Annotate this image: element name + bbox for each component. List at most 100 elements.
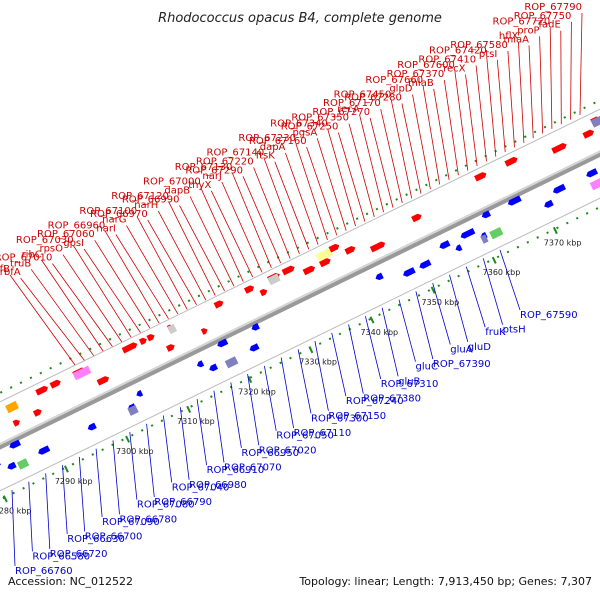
bottom-gene-label[interactable]: ROP_67310 — [381, 379, 439, 390]
bottom-gene-label[interactable]: ROP_67240 — [346, 396, 404, 407]
bottom-gene-label[interactable]: ROP_66910 — [207, 465, 265, 476]
top-gene-label[interactable]: ROP_67790 — [524, 2, 582, 13]
top-gene-label[interactable]: ROP_67340 — [270, 118, 328, 129]
bottom-gene-label[interactable]: ROP_67390 — [433, 359, 491, 370]
top-gene-label[interactable]: ROP_67290 — [185, 165, 243, 176]
bottom-gene-label[interactable]: gluB — [398, 376, 420, 387]
top-gene-label[interactable]: ROP_67010 — [0, 253, 52, 264]
top-gene-label[interactable]: ROP_67270 — [312, 107, 370, 118]
bottom-gene-label[interactable]: fruK — [485, 327, 506, 338]
tick-label: 7310 kbp — [177, 417, 215, 426]
bottom-gene-label[interactable]: ROP_67080 — [137, 500, 195, 511]
bottom-gene-label[interactable]: ROP_67040 — [172, 482, 230, 493]
top-gene-label[interactable]: ROP_66960 — [48, 220, 106, 231]
bottom-leader-line — [348, 324, 364, 394]
top-gene-label[interactable]: rbfA — [0, 267, 21, 278]
top-gene-label[interactable]: infB — [0, 264, 10, 275]
top-gene-label[interactable]: ROP_66990 — [122, 194, 180, 205]
bottom-gene-label[interactable]: ROP_67050 — [276, 431, 334, 442]
bottom-gene-label[interactable]: ROP_67020 — [259, 445, 317, 456]
tick-label: 7290 kbp — [55, 477, 93, 486]
bottom-gene-label[interactable]: ROP_66720 — [50, 549, 108, 560]
bottom-gene-label[interactable]: ROP_67380 — [363, 394, 421, 405]
bottom-gene-label[interactable]: ROP_66760 — [15, 566, 73, 577]
top-gene-label[interactable]: hflX — [499, 31, 519, 42]
top-gene-label[interactable]: ROP_67410 — [418, 55, 476, 66]
top-gene-label[interactable]: thyX — [188, 180, 211, 191]
top-gene-label[interactable]: ROP_67420 — [429, 46, 487, 57]
bottom-leader-line — [280, 357, 294, 429]
top-gene-label[interactable]: ROP_67130 — [175, 162, 233, 173]
bottom-gene-label[interactable]: ptsH — [503, 325, 526, 336]
bottom-gene-label[interactable]: ROP_66780 — [120, 514, 178, 525]
top-gene-label[interactable]: ftsK — [256, 151, 275, 162]
bottom-gene-label[interactable]: gluD — [468, 342, 491, 353]
top-gene-label[interactable]: ROP_67600 — [397, 60, 455, 71]
frame-line-bottom — [0, 151, 600, 521]
top-leader-line — [274, 161, 310, 250]
bottom-gene-label[interactable]: ROP_67150 — [328, 411, 386, 422]
top-gene-label[interactable]: rpsO — [39, 244, 63, 255]
top-gene-label[interactable]: ROP_67030 — [16, 235, 74, 246]
top-gene-label[interactable]: fadE — [538, 20, 560, 31]
top-leader-line — [560, 30, 562, 125]
top-gene-label[interactable]: ROP_67450 — [334, 89, 392, 100]
top-gene-label[interactable]: ROP_67280 — [344, 93, 402, 104]
top-gene-label[interactable]: ROP_67250 — [281, 122, 339, 133]
top-gene-label[interactable]: narH — [134, 200, 158, 211]
bottom-gene-label[interactable]: ROP_67300 — [311, 413, 369, 424]
top-gene-label[interactable]: miaB — [408, 78, 434, 89]
forward-gene-arrow — [49, 379, 61, 389]
top-gene-label[interactable]: ROP_67000 — [143, 177, 201, 188]
bottom-gene-label[interactable]: gluC — [416, 362, 438, 373]
reverse-gene-arrow — [217, 338, 229, 348]
top-gene-label[interactable]: recX — [443, 63, 466, 74]
top-gene-label[interactable]: ROP_67720 — [493, 17, 551, 28]
bottom-leader-line — [28, 481, 33, 552]
top-gene-label[interactable]: ROP_67160 — [249, 136, 307, 147]
bottom-gene-label[interactable]: ROP_67070 — [224, 463, 282, 474]
genome-backbone — [0, 113, 600, 487]
top-gene-label[interactable]: ptsI — [479, 49, 497, 60]
top-gene-label[interactable]: ROP_67660 — [365, 75, 423, 86]
top-gene-label[interactable]: dapA — [260, 142, 286, 153]
bottom-gene-label[interactable]: ROP_66700 — [85, 532, 143, 543]
reverse-gene-arrow — [196, 360, 205, 368]
bottom-gene-label[interactable]: ROP_67090 — [102, 517, 160, 528]
bottom-gene-label[interactable]: gluA — [450, 345, 472, 356]
top-gene-label[interactable]: ROP_67750 — [514, 11, 572, 22]
bottom-gene-label[interactable]: ROP_67590 — [520, 310, 578, 321]
bottom-gene-label[interactable]: ROP_66980 — [189, 480, 247, 491]
topology-text: Topology: linear; Length: 7,913,450 bp; … — [298, 575, 592, 588]
top-gene-label[interactable]: ROP_67580 — [450, 40, 508, 51]
top-gene-label[interactable]: ROP_67350 — [291, 113, 349, 124]
bottom-gene-label[interactable]: ROP_66580 — [32, 551, 90, 562]
top-gene-label[interactable]: dapB — [164, 186, 190, 197]
top-gene-label[interactable]: ROP_67060 — [37, 229, 95, 240]
top-gene-label[interactable]: ribC — [22, 249, 42, 260]
bottom-gene-label[interactable]: ROP_66790 — [154, 497, 212, 508]
bottom-gene-label[interactable]: ROP_66630 — [67, 534, 125, 545]
top-gene-label[interactable]: ROP_67170 — [323, 98, 381, 109]
top-gene-label[interactable]: ROP_67100 — [79, 206, 137, 217]
top-gene-label[interactable]: recA — [337, 104, 360, 115]
top-gene-label[interactable]: narJ — [202, 171, 222, 182]
top-gene-label[interactable]: glpD — [389, 84, 412, 95]
top-gene-label[interactable]: narG — [102, 215, 126, 226]
bottom-gene-label[interactable]: ROP_66950 — [241, 448, 299, 459]
top-gene-label[interactable]: ROP_66970 — [90, 209, 148, 220]
top-gene-label[interactable]: pgsA — [292, 127, 317, 138]
top-gene-label[interactable]: ROP_67230 — [238, 133, 296, 144]
top-gene-label[interactable]: miaA — [504, 34, 530, 45]
top-gene-label[interactable]: ROP_67140 — [207, 148, 265, 159]
top-gene-label[interactable]: ROP_67220 — [196, 156, 254, 167]
top-leader-line — [189, 196, 235, 287]
top-gene-label[interactable]: truB — [10, 258, 31, 269]
bottom-gene-label[interactable]: ROP_67110 — [294, 428, 352, 439]
top-gene-label[interactable]: gpsI — [63, 238, 84, 249]
top-gene-label[interactable]: ROP_67370 — [387, 69, 445, 80]
top-gene-label[interactable]: narI — [96, 224, 116, 235]
forward-gene-arrow — [165, 344, 175, 352]
top-gene-label[interactable]: proP — [517, 25, 539, 36]
top-gene-label[interactable]: ROP_67120 — [111, 191, 169, 202]
